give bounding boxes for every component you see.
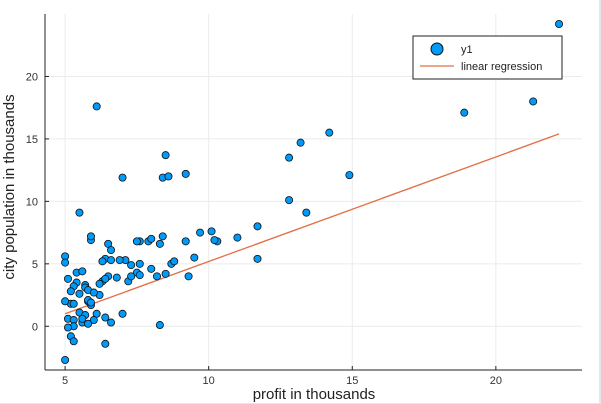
data-point: [115, 256, 124, 265]
data-point: [253, 222, 262, 231]
x-tick-label: 5: [62, 375, 68, 387]
data-point: [184, 272, 193, 281]
tick-labels: 5 10 15 20 0 5 10 15 20: [26, 71, 502, 387]
data-point: [101, 274, 110, 283]
data-point: [75, 208, 84, 217]
data-point: [118, 173, 127, 182]
data-point: [302, 208, 311, 217]
data-point: [92, 102, 101, 111]
data-point: [61, 258, 70, 267]
data-point: [127, 261, 136, 270]
data-point: [161, 151, 170, 160]
points-layer: [61, 19, 564, 365]
legend-marker-y1: [430, 42, 444, 56]
regression-line: [64, 133, 560, 315]
data-point: [101, 339, 110, 348]
data-point: [253, 254, 262, 263]
data-point: [147, 234, 156, 243]
data-point: [61, 297, 70, 306]
legend-label-y1: y1: [461, 44, 473, 56]
data-point: [78, 314, 87, 323]
data-point: [196, 228, 205, 237]
y-tick-label: 20: [26, 71, 38, 83]
data-point: [101, 313, 110, 322]
data-point: [107, 246, 116, 255]
data-point: [84, 319, 93, 328]
data-point: [155, 321, 164, 330]
data-point: [152, 272, 161, 281]
data-point: [233, 233, 242, 242]
regression-line-layer: [64, 133, 560, 315]
data-point: [164, 172, 173, 181]
data-point: [63, 274, 72, 283]
x-tick-label: 20: [490, 375, 502, 387]
y-tick-label: 0: [32, 321, 38, 333]
data-point: [132, 237, 141, 246]
data-point: [155, 239, 164, 248]
legend-label-regression: linear regression: [461, 61, 542, 73]
data-point: [135, 259, 144, 268]
data-point: [63, 323, 72, 332]
data-point: [112, 273, 121, 282]
data-point: [181, 237, 190, 246]
data-point: [86, 232, 95, 241]
data-point: [158, 232, 167, 241]
y-tick-label: 10: [26, 196, 38, 208]
data-point: [285, 153, 294, 162]
data-point: [107, 318, 116, 327]
y-tick-label: 15: [26, 134, 38, 146]
data-point: [118, 309, 127, 318]
data-point: [190, 253, 199, 262]
data-point: [61, 356, 70, 365]
data-point: [555, 19, 564, 28]
axes: [44, 14, 582, 371]
data-point: [95, 279, 104, 288]
data-point: [75, 289, 84, 298]
data-point: [107, 256, 116, 265]
x-axis-label: profit in thousands: [253, 386, 376, 403]
data-point: [529, 97, 538, 106]
data-point: [98, 257, 107, 266]
x-tick-label: 10: [203, 375, 215, 387]
data-point: [89, 288, 98, 297]
legend: y1 linear regression: [412, 35, 563, 80]
y-axis-label: city population in thousands: [1, 94, 18, 279]
data-point: [135, 271, 144, 280]
data-point: [207, 227, 216, 236]
y-tick-label: 5: [32, 259, 38, 271]
window-edge: [599, 0, 601, 404]
x-tick-label: 15: [346, 375, 358, 387]
data-point: [285, 196, 294, 205]
data-point: [296, 138, 305, 147]
data-point: [69, 299, 78, 308]
data-point: [78, 267, 87, 276]
data-point: [345, 171, 354, 180]
data-point: [66, 287, 75, 296]
data-point: [325, 128, 334, 137]
data-point: [181, 169, 190, 178]
data-point: [86, 298, 95, 307]
data-point: [147, 264, 156, 273]
data-point: [89, 316, 98, 325]
data-point: [170, 257, 179, 266]
data-point: [460, 108, 469, 117]
data-point: [69, 337, 78, 346]
data-point: [161, 269, 170, 278]
data-point: [127, 272, 136, 281]
data-point: [210, 236, 219, 245]
